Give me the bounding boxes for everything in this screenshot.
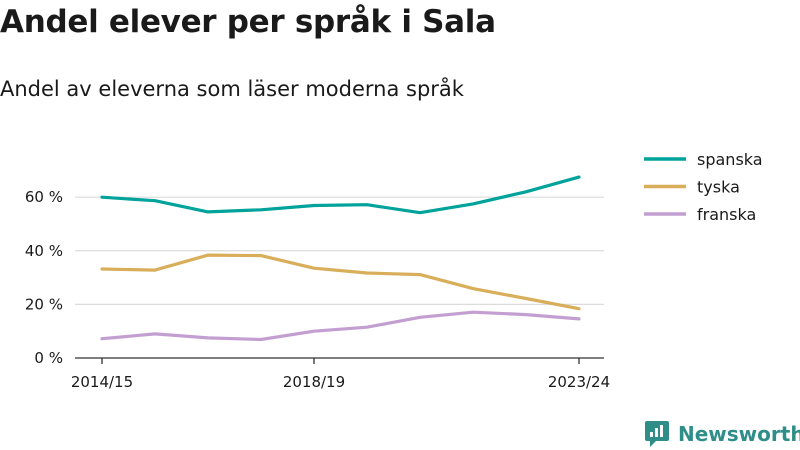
tick-labels: 0 % 20 % 40 % 60 % 2014/15 2018/19 2023/24: [25, 188, 610, 391]
x-tick-label: 2018/19: [283, 373, 345, 391]
x-tick-label: 2014/15: [71, 373, 133, 391]
legend-label-spanska: spanska: [697, 150, 763, 169]
series-line-tyska: [100, 253, 581, 311]
brand-name: Newsworthy: [678, 422, 800, 446]
y-tick-label: 0 %: [34, 349, 63, 367]
newsworthy-icon: [645, 421, 669, 447]
chart-title: Andel elever per språk i Sala: [0, 4, 496, 40]
legend-label-franska: franska: [697, 205, 756, 224]
series-line-spanska: [100, 175, 581, 215]
series-line-franska: [100, 310, 581, 342]
legend-label-tyska: tyska: [697, 178, 740, 197]
x-tick-label: 2023/24: [548, 373, 610, 391]
x-axis: [75, 357, 604, 364]
y-tick-label: 40 %: [25, 242, 63, 260]
legend: spanska tyska franska: [644, 150, 763, 224]
y-tick-label: 20 %: [25, 295, 63, 313]
newsworthy-logo: Newsworthy: [644, 420, 800, 448]
series-lines: [100, 175, 581, 342]
chart-subtitle: Andel av eleverna som läser moderna språ…: [0, 77, 464, 101]
grid-lines: [75, 196, 604, 305]
y-tick-label: 60 %: [25, 188, 63, 206]
